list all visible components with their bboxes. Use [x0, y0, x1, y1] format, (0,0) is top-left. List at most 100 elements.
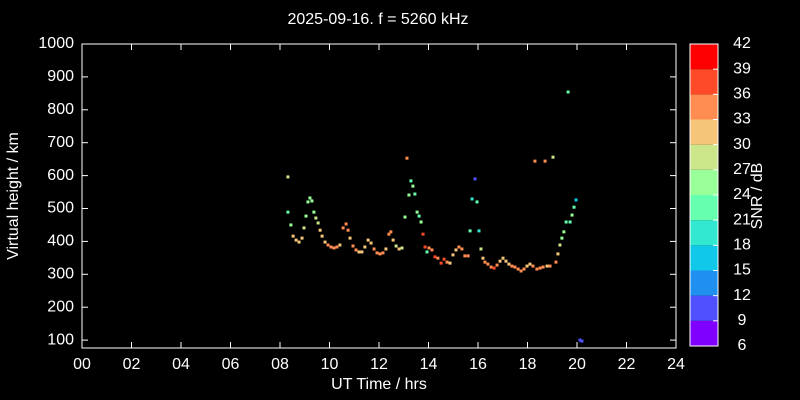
- data-point: [357, 250, 361, 254]
- data-point: [320, 234, 324, 238]
- colorbar-band: [690, 69, 718, 95]
- y-axis-label: Virtual height / km: [5, 132, 22, 260]
- data-point: [504, 259, 508, 263]
- data-point: [411, 184, 415, 188]
- data-point: [391, 238, 395, 242]
- data-point: [498, 259, 502, 263]
- data-point: [289, 223, 293, 227]
- data-point: [291, 234, 295, 238]
- data-point: [489, 265, 493, 269]
- data-point: [306, 200, 310, 204]
- data-point: [507, 262, 511, 266]
- colorbar-band: [690, 195, 718, 221]
- data-point: [417, 214, 421, 218]
- colorbar-tick-label: 18: [733, 237, 751, 254]
- data-point: [564, 220, 568, 224]
- data-point: [554, 260, 558, 264]
- data-point: [543, 159, 547, 163]
- data-point: [407, 193, 411, 197]
- data-point: [479, 247, 483, 251]
- data-point: [363, 245, 367, 249]
- data-point: [326, 243, 330, 247]
- colorbar-band: [690, 295, 718, 321]
- data-point: [522, 267, 526, 271]
- data-point: [425, 250, 429, 254]
- x-tick-label: 24: [667, 356, 685, 373]
- data-point: [297, 240, 301, 244]
- data-point: [492, 266, 496, 270]
- data-point: [413, 192, 417, 196]
- data-point: [516, 267, 520, 271]
- data-point: [531, 264, 535, 268]
- data-point: [372, 247, 376, 251]
- data-point: [433, 255, 437, 259]
- data-point: [346, 228, 350, 232]
- data-point: [533, 159, 537, 163]
- y-tick-label: 800: [47, 101, 74, 118]
- data-point: [294, 238, 298, 242]
- y-tick-label: 900: [47, 68, 74, 85]
- data-point: [312, 210, 316, 214]
- data-point: [528, 262, 532, 266]
- colorbar-band: [690, 320, 718, 346]
- x-tick-label: 04: [172, 356, 190, 373]
- x-tick-label: 10: [321, 356, 339, 373]
- data-point: [566, 90, 570, 94]
- y-tick-label: 400: [47, 233, 74, 250]
- data-point: [318, 228, 322, 232]
- y-tick-label: 200: [47, 298, 74, 315]
- data-point: [477, 229, 481, 233]
- data-point: [545, 264, 549, 268]
- data-point: [419, 220, 423, 224]
- plot-frame: [81, 43, 677, 349]
- data-point: [451, 253, 455, 257]
- data-point: [403, 215, 407, 219]
- data-point: [381, 251, 385, 255]
- data-point: [384, 247, 388, 251]
- data-point: [525, 264, 529, 268]
- data-point: [421, 232, 425, 236]
- data-point: [457, 245, 461, 249]
- data-point: [344, 222, 348, 226]
- data-point: [570, 213, 574, 217]
- colorbar-tick-label: 36: [733, 86, 751, 103]
- colorbar-tick-label: 42: [733, 35, 751, 52]
- x-tick-label: 00: [73, 356, 91, 373]
- colorbar-tick-label: 30: [733, 136, 751, 153]
- data-point: [316, 221, 320, 225]
- data-point: [568, 220, 572, 224]
- colorbar-tick-label: 27: [733, 161, 751, 178]
- y-tick-label: 1000: [38, 35, 74, 52]
- data-point: [360, 250, 364, 254]
- x-tick-label: 14: [420, 356, 438, 373]
- x-tick-label: 20: [568, 356, 586, 373]
- colorbar-band: [690, 220, 718, 246]
- x-axis-label: UT Time / hrs: [331, 376, 427, 393]
- data-point: [513, 265, 517, 269]
- data-point: [375, 251, 379, 255]
- colorbar-band: [690, 144, 718, 170]
- colorbar-tick-label: 21: [733, 211, 751, 228]
- colorbar-tick-label: 39: [733, 60, 751, 77]
- colorbar-tick-label: 15: [733, 262, 751, 279]
- data-point: [436, 256, 440, 260]
- data-point: [323, 240, 327, 244]
- data-point: [551, 155, 555, 159]
- data-point: [558, 243, 562, 247]
- data-point: [560, 236, 564, 240]
- data-point: [409, 179, 413, 183]
- data-point: [519, 269, 523, 273]
- data-point: [329, 245, 333, 249]
- data-point: [335, 245, 339, 249]
- colorbar-tick-label: 9: [738, 312, 747, 329]
- data-point: [366, 238, 370, 242]
- y-tick-label: 100: [47, 331, 74, 348]
- y-tick-label: 700: [47, 134, 74, 151]
- data-point: [486, 262, 490, 266]
- colorbar-band: [690, 245, 718, 271]
- x-tick-label: 16: [469, 356, 487, 373]
- data-point: [351, 244, 355, 248]
- data-point: [423, 245, 427, 249]
- chart-title: 2025-09-16. f = 5260 kHz: [287, 11, 468, 28]
- data-point: [578, 338, 582, 342]
